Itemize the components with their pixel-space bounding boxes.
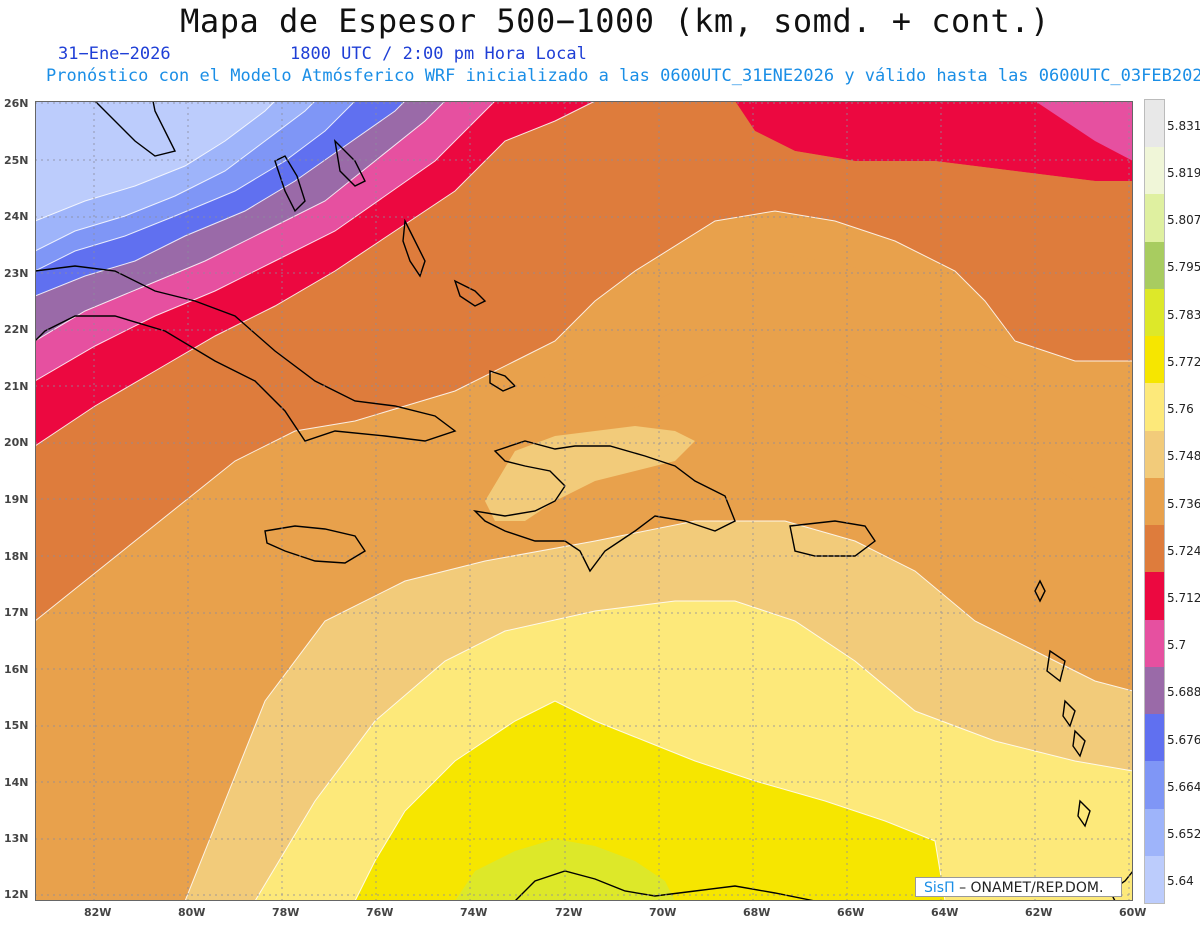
legend-level-label: 5.688 <box>1167 685 1200 700</box>
lon-label: 68W <box>743 906 771 919</box>
legend-level-label: 5.795 <box>1167 260 1200 275</box>
lat-label: 21N <box>4 380 29 393</box>
legend-level-label: 5.712 <box>1167 590 1200 605</box>
credit-box: SisΠ – ONAMET/REP.DOM. <box>915 877 1122 897</box>
lon-label: 72W <box>555 906 583 919</box>
legend-level-label: 5.736 <box>1167 496 1200 511</box>
lon-label: 60W <box>1119 906 1147 919</box>
forecast-info: Pronóstico con el Modelo Atmósferico WRF… <box>46 66 1200 86</box>
legend-level-label: 5.652 <box>1167 827 1200 842</box>
legend-swatch <box>1145 666 1164 715</box>
lat-label: 12N <box>4 888 29 901</box>
legend-level-label: 5.819 <box>1167 165 1200 180</box>
legend-swatch <box>1145 430 1164 479</box>
legend-level-label: 5.807 <box>1167 213 1200 228</box>
coastlines <box>35 101 1133 901</box>
thickness-map[interactable] <box>35 101 1133 901</box>
lon-label: 66W <box>837 906 865 919</box>
lat-label: 17N <box>4 606 29 619</box>
band-5724-top <box>595 101 1133 211</box>
lat-label: 26N <box>4 97 29 110</box>
lon-label: 82W <box>84 906 112 919</box>
legend-swatch <box>1145 855 1164 904</box>
lon-label: 78W <box>272 906 300 919</box>
lat-label: 20N <box>4 436 29 449</box>
legend-swatch <box>1145 147 1164 195</box>
credit-text: – ONAMET/REP.DOM. <box>959 880 1104 896</box>
band-5640 <box>35 101 275 221</box>
lon-label: 76W <box>366 906 394 919</box>
legend-level-label: 5.724 <box>1167 543 1200 558</box>
legend-swatch <box>1145 525 1164 573</box>
legend-level-label: 5.76 <box>1167 402 1194 417</box>
legend-level-label: 5.64 <box>1167 874 1194 889</box>
legend-swatch <box>1145 714 1164 762</box>
legend-swatch <box>1145 241 1164 290</box>
band-5748-hisp <box>485 426 695 521</box>
band-5700-ne <box>1035 101 1133 161</box>
lat-label: 13N <box>4 832 29 845</box>
forecast-time: 1800 UTC / 2:00 pm Hora Local <box>290 44 587 64</box>
legend-swatch <box>1145 477 1164 526</box>
legend-swatch <box>1145 619 1164 668</box>
lat-label: 24N <box>4 210 29 223</box>
legend-level-label: 5.783 <box>1167 307 1200 322</box>
legend-swatch <box>1145 808 1164 857</box>
band-5736-ne <box>505 251 1133 501</box>
legend-level-label: 5.664 <box>1167 779 1200 794</box>
lon-label: 64W <box>931 906 959 919</box>
legend-level-label: 5.748 <box>1167 449 1200 464</box>
sispi-logo: SisΠ <box>924 880 955 896</box>
lat-label: 25N <box>4 154 29 167</box>
lon-label: 80W <box>178 906 206 919</box>
lon-label: 70W <box>649 906 677 919</box>
lat-label: 22N <box>4 323 29 336</box>
contour-lines <box>35 101 1133 901</box>
lat-label: 23N <box>4 267 29 280</box>
lat-label: 15N <box>4 719 29 732</box>
legend-swatch <box>1145 761 1164 810</box>
lat-label: 16N <box>4 663 29 676</box>
legend-swatch <box>1145 383 1164 432</box>
lon-label: 74W <box>460 906 488 919</box>
legend-swatch <box>1145 100 1164 148</box>
legend-level-label: 5.831 <box>1167 118 1200 133</box>
legend-swatch <box>1145 572 1164 621</box>
lat-label: 19N <box>4 493 29 506</box>
legend-level-label: 5.676 <box>1167 732 1200 747</box>
forecast-date: 31−Ene−2026 <box>58 44 171 64</box>
lat-label: 14N <box>4 776 29 789</box>
legend-swatch <box>1145 336 1164 384</box>
band-5772 <box>355 701 945 901</box>
legend-level-label: 5.772 <box>1167 354 1200 369</box>
legend-swatch <box>1145 288 1164 337</box>
legend-swatch <box>1145 194 1164 243</box>
legend-level-label: 5.7 <box>1167 638 1187 653</box>
color-legend <box>1144 99 1165 904</box>
graticule <box>35 101 1133 901</box>
map-title: Mapa de Espesor 500−1000 (km, somd. + co… <box>180 2 1050 40</box>
lon-label: 62W <box>1025 906 1053 919</box>
lat-label: 18N <box>4 550 29 563</box>
